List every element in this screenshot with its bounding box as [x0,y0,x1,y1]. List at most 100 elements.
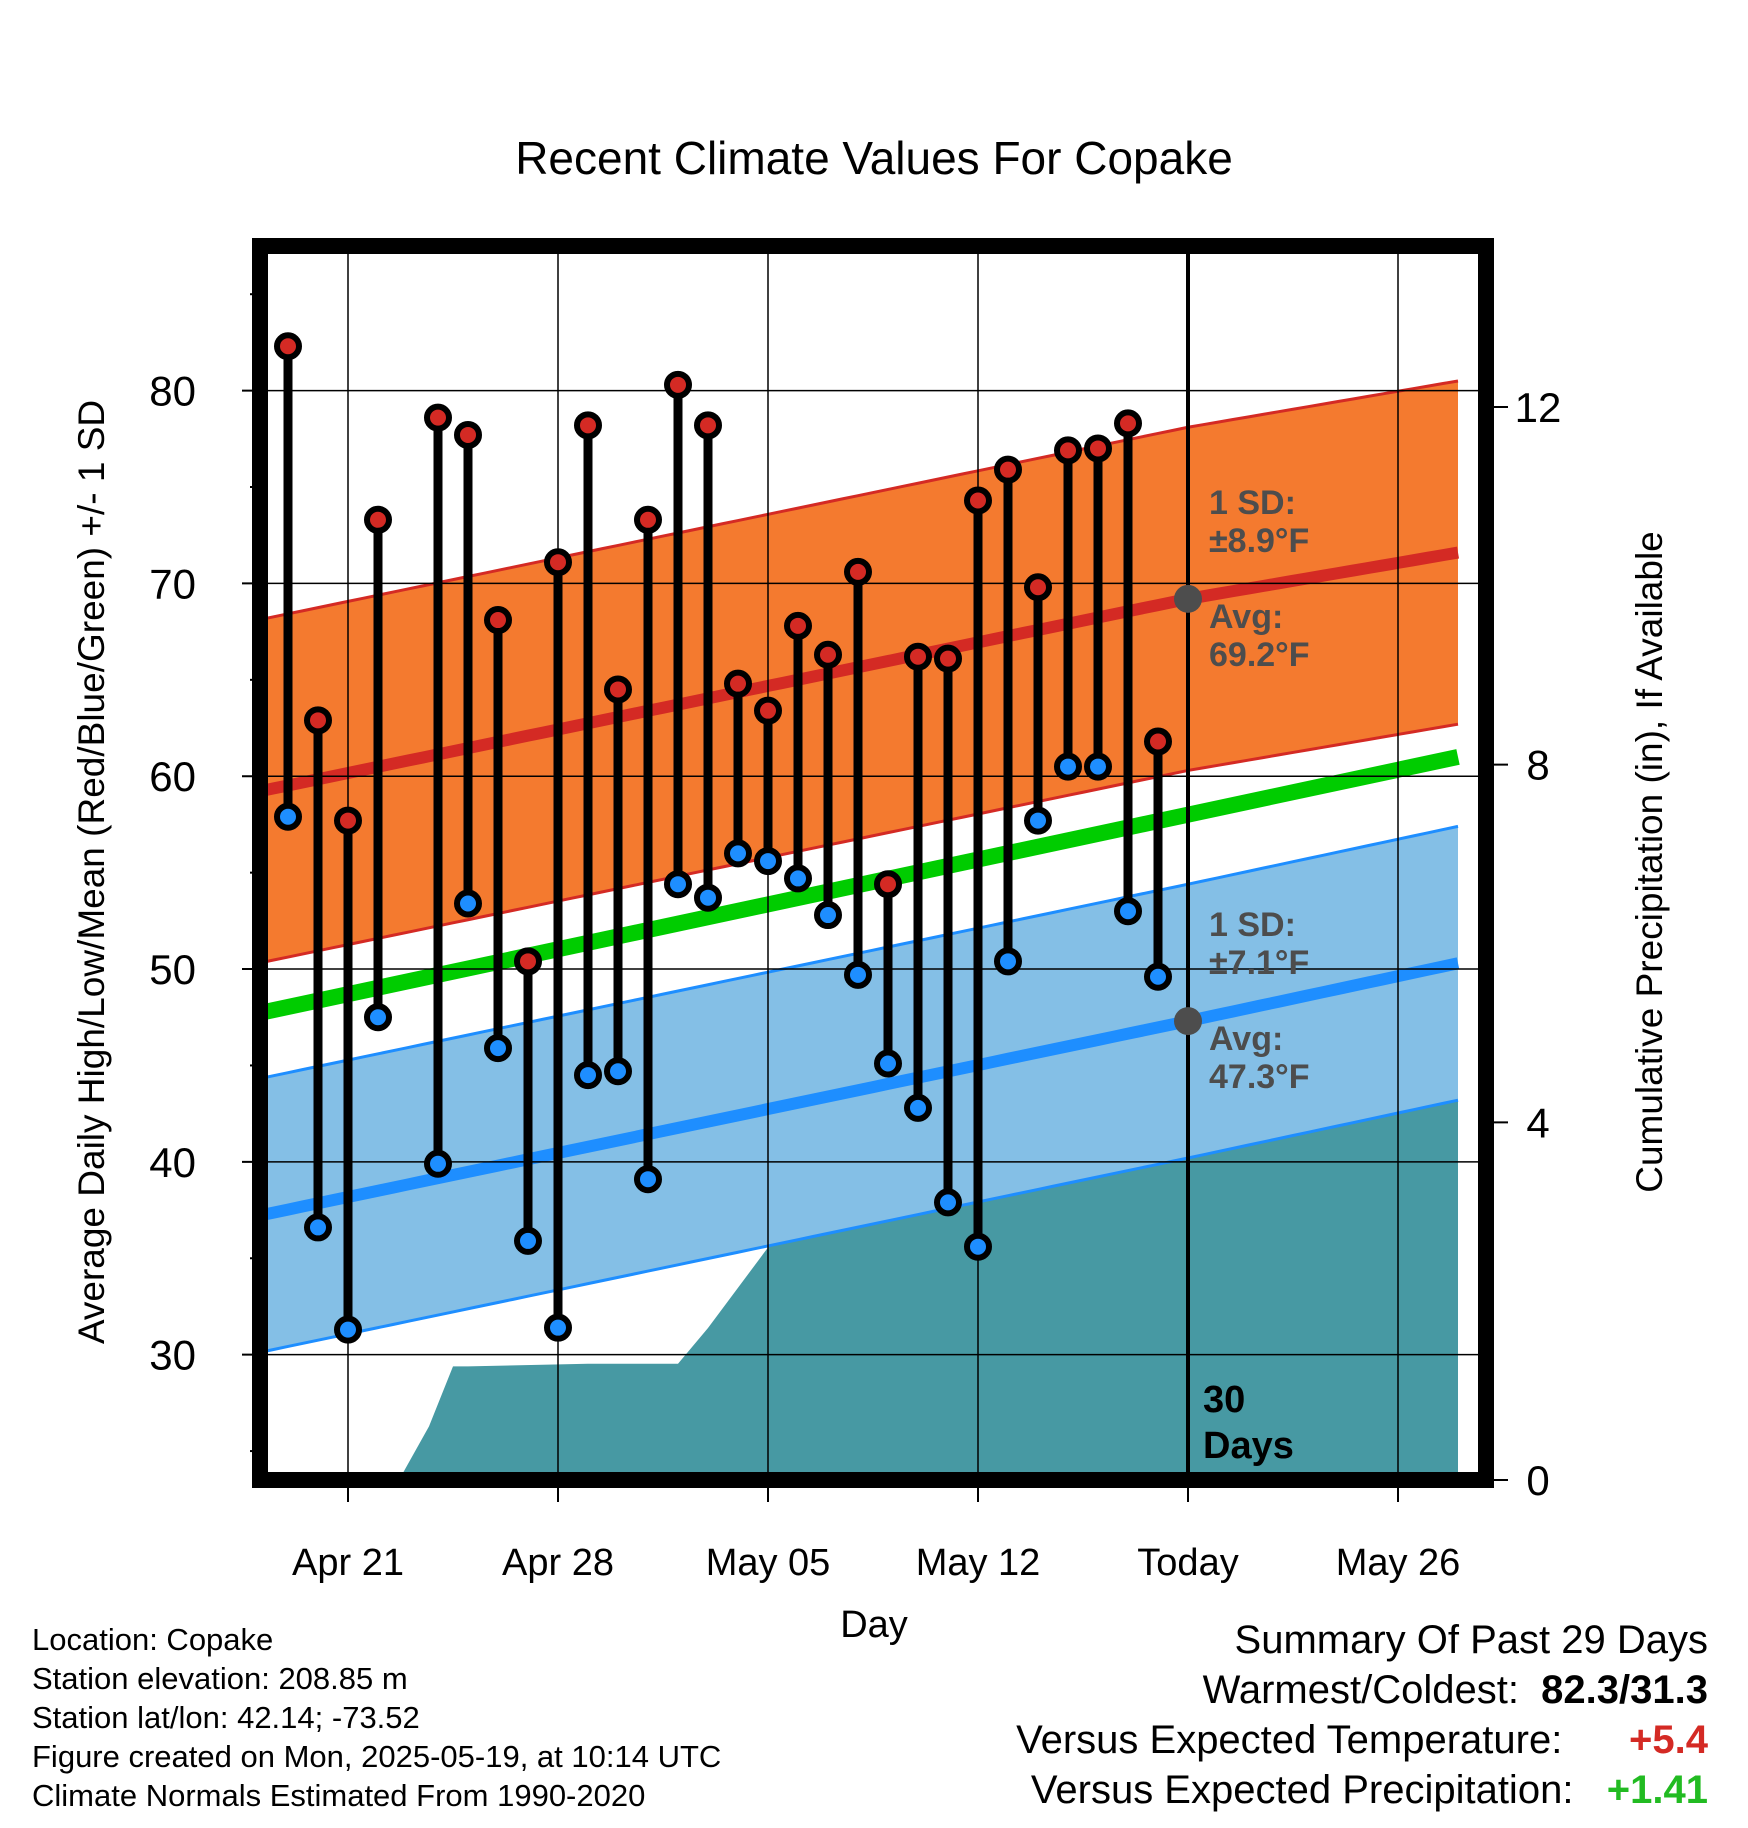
daily-high-point [424,403,452,432]
daily-low-point [904,1093,932,1122]
daily-high-point [484,606,512,635]
daily-low-point [304,1213,332,1242]
today-high-normal-marker [1174,584,1202,613]
daily-low-point [1054,752,1082,781]
high-avg-label: Avg: 69.2°F [1209,598,1310,674]
summary-heading: Summary Of Past 29 Days [1234,1618,1708,1662]
daily-high-point [544,548,572,577]
daily-low-point [544,1313,572,1342]
daily-low-point [1114,897,1142,926]
x-axis-label: Day [840,1604,908,1646]
daily-high-point [1054,436,1082,465]
summary-temp: Versus Expected Temperature: +5.4 [1016,1720,1708,1760]
daily-low-point [934,1188,962,1217]
summary-warm-cold-label: Warmest/Coldest: [1202,1668,1519,1712]
daily-high-point [754,696,782,725]
daily-high-point [664,370,692,399]
daily-low-point [364,1003,392,1032]
daily-low-point [844,960,872,989]
daily-high-point [604,675,632,704]
left-tick-label: 50 [149,946,196,993]
high-sd-label: 1 SD: ±8.9°F [1209,484,1309,560]
today-low-normal-marker [1174,1007,1202,1036]
daily-low-point [754,847,782,876]
footer-location: Location: Copake [32,1622,274,1657]
daily-high-point [934,644,962,673]
daily-low-point [604,1057,632,1086]
daily-high-point [874,870,902,899]
daily-high-point [1024,573,1052,602]
right-tick-label: 4 [1526,1099,1549,1146]
footer-normals: Climate Normals Estimated From 1990-2020 [32,1778,646,1813]
x-tick-label: May 05 [706,1542,831,1584]
daily-high-point [994,455,1022,484]
daily-high-point [574,411,602,440]
daily-low-point [724,839,752,868]
daily-low-point [484,1034,512,1063]
normal-high-band-upper-edge [260,379,1459,622]
daily-high-point [784,611,812,640]
daily-low-point [574,1061,602,1090]
daily-high-point [334,806,362,835]
daily-high-point [1084,434,1112,463]
chart-title: Recent Climate Values For Copake [515,132,1233,184]
daily-low-point [424,1149,452,1178]
left-tick-label: 80 [149,368,196,415]
daily-low-point [634,1165,662,1194]
daily-high-point [274,332,302,361]
right-tick-label: 0 [1526,1457,1549,1504]
left-tick-label: 70 [149,560,196,607]
summary-warm-cold-value: 82.3/31.3 [1541,1668,1708,1712]
summary-warm-cold: Warmest/Coldest: 82.3/31.3 [1203,1670,1708,1710]
daily-low-point [1144,962,1172,991]
daily-low-point [814,901,842,930]
daily-low-point [964,1232,992,1261]
today-days-label-line: Days [1203,1425,1294,1467]
high-avg-label-line: Avg: [1209,598,1283,636]
high-avg-label-line: 69.2°F [1209,636,1310,674]
x-tick-label: May 12 [916,1542,1041,1584]
daily-low-point [334,1315,362,1344]
daily-high-point [364,505,392,534]
daily-high-point [1144,727,1172,756]
daily-high-point [454,420,482,449]
footer-latlon: Station lat/lon: 42.14; -73.52 [32,1700,420,1735]
low-avg-label-line: 47.3°F [1209,1058,1310,1096]
summary-precip-label: Versus Expected Precipitation: [1030,1768,1574,1812]
daily-low-point [514,1226,542,1255]
high-sd-label-line: ±8.9°F [1209,522,1309,560]
normal-low-band-lower-edge [260,1098,1459,1354]
daily-high-point [514,947,542,976]
low-sd-label: 1 SD: ±7.1°F [1209,906,1309,982]
daily-high-point [814,640,842,669]
daily-low-point [784,864,812,893]
daily-low-point [694,883,722,912]
x-tick-label: Apr 21 [292,1542,404,1584]
summary-precip: Versus Expected Precipitation: +1.41 [1031,1770,1708,1810]
normal-low-mean-line [260,957,1460,1222]
daily-low-point [454,889,482,918]
daily-low-point [274,802,302,831]
low-avg-label: Avg: 47.3°F [1209,1020,1310,1096]
daily-low-point [994,947,1022,976]
daily-high-point [634,505,662,534]
low-sd-label-line: 1 SD: [1209,906,1296,944]
plot-frame [252,238,1494,1488]
left-tick-label: 60 [149,753,196,800]
today-days-label-line: 30 [1203,1379,1245,1421]
footer-created: Figure created on Mon, 2025-05-19, at 10… [32,1739,722,1774]
daily-high-point [724,669,752,698]
daily-low-point [1024,806,1052,835]
daily-high-point [304,706,332,735]
right-tick-label: 12 [1515,384,1562,431]
left-tick-label: 30 [149,1332,196,1379]
daily-high-point [1114,409,1142,438]
daily-high-point [964,486,992,515]
low-sd-label-line: ±7.1°F [1209,944,1309,982]
summary-precip-value: +1.41 [1606,1768,1708,1812]
plot-area [260,246,1486,1480]
y-axis-right-label: Cumulative Precipitation (in), If Availa… [1629,531,1670,1193]
daily-low-point [874,1049,902,1078]
left-tick-label: 40 [149,1139,196,1186]
x-tick-label: May 26 [1336,1542,1461,1584]
